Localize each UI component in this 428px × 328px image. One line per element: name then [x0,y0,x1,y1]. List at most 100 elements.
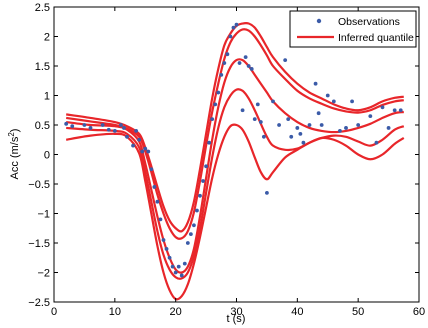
observation-point [64,121,69,126]
legend-label-inferred-quantile: Inferred quantile [338,32,414,44]
observation-point [207,140,212,145]
observation-point [301,140,306,145]
y-tick-label: −2.5 [28,297,50,309]
observation-point [234,22,239,27]
observation-point [368,114,373,119]
observation-points [64,22,403,278]
observation-point [283,58,288,62]
observation-point [140,149,145,154]
observation-point [164,247,169,251]
legend-label-observations: Observations [338,16,400,28]
observation-point [225,52,230,57]
y-tick-label: 1.5 [35,61,50,73]
observation-point [249,67,254,71]
observation-point [392,108,397,113]
observation-point [213,102,218,107]
observation-point [152,185,157,189]
observation-point [319,123,324,127]
observation-point [106,127,111,132]
x-axis-title: t (s) [227,313,246,325]
x-tick-label: 40 [291,306,303,318]
y-axis-title-superscript: 2 [7,132,16,137]
observation-point [155,199,160,204]
y-tick-label: 0 [44,150,50,162]
observation-point [201,179,205,183]
legend-box [289,10,417,48]
observation-point [82,123,87,127]
observation-point [122,126,126,130]
observation-point [374,140,379,145]
observation-point [119,123,123,127]
observation-point [331,99,336,104]
x-tick-label: 0 [51,306,57,318]
y-axis-title-close: ) [9,129,21,133]
observation-point [316,111,321,116]
observation-point [261,134,266,139]
y-tick-label: 1 [44,91,50,103]
observation-point [286,117,291,121]
observation-point [143,146,148,151]
observation-point [243,55,248,60]
plot-background [54,7,419,302]
quantile-line-4 [66,88,405,280]
y-tick-label: 2.5 [35,2,50,14]
observation-point [338,129,342,133]
observation-point [277,123,281,127]
x-tick-label: 10 [109,306,121,318]
y-tick-label: −1 [37,209,50,221]
observation-point [313,81,318,86]
observation-point [192,223,196,228]
observation-point [137,137,142,142]
y-axis-title-base: Acc (m/s [9,136,21,179]
observation-point [255,102,260,107]
observation-point [216,90,221,95]
observation-point [198,193,202,198]
observation-point [228,34,233,39]
observation-point [271,99,275,104]
y-tick-label: 2 [44,32,50,44]
observation-point [222,61,227,65]
observation-point [258,120,263,124]
observation-point [182,261,187,266]
observation-point [298,131,303,136]
legend-observation-marker [316,18,322,24]
observation-point [350,99,354,104]
x-tick-label: 60 [413,306,425,318]
observation-point [88,126,93,130]
quantile-line-2 [66,28,404,240]
observation-point [179,273,184,278]
observation-point [344,126,348,130]
observation-point [125,134,129,139]
observation-point [146,149,151,154]
axis-ticks: 0 10 20 30 40 50 60 −2.5 −2 −1.5 −1 −0.5 0 0.5 1 1.5 2 2.… [28,2,425,318]
observation-point [100,123,105,127]
observation-point [70,124,75,129]
observation-point [295,126,300,130]
legend: Observations Inferred quantile [289,10,417,48]
observation-point [246,64,251,68]
observation-point [325,93,330,98]
observation-point [173,270,178,275]
observation-point [195,208,199,213]
observation-point [307,123,312,127]
observation-point [380,105,385,110]
y-tick-label: −0.5 [28,179,50,191]
observation-point [289,134,294,139]
observation-point [188,232,193,237]
observation-point [131,143,135,148]
y-tick-label: −2 [37,268,50,280]
observation-point [265,190,269,195]
y-tick-label: 0.5 [35,120,50,132]
quantile-line-5 [65,123,405,301]
observation-point [398,108,403,113]
observation-point [167,255,172,260]
x-tick-label: 50 [352,306,364,318]
observation-point [252,117,257,121]
observation-point [386,126,391,130]
observation-point [158,217,163,222]
observation-point [240,108,245,113]
observation-point [112,129,117,133]
observation-point [219,72,224,77]
x-tick-label: 20 [170,306,182,318]
